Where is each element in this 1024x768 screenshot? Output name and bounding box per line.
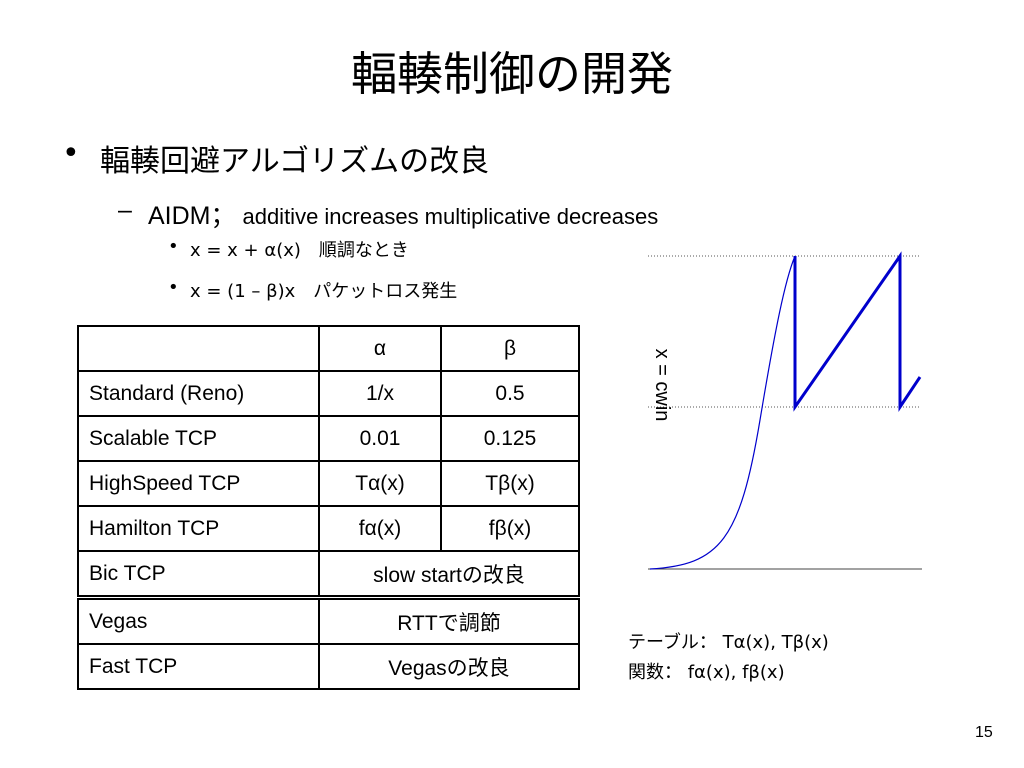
page-number: 15: [975, 724, 993, 741]
cell: Fast TCP: [77, 643, 320, 690]
cell: 0.01: [318, 415, 442, 462]
cell: β: [440, 325, 580, 372]
cell: fβ(x): [440, 505, 580, 552]
sub-bullet-text: additive increases multiplicative decrea…: [242, 204, 659, 229]
slow-start-curve: [649, 255, 796, 570]
cell: 0.125: [440, 415, 580, 462]
cell: 1/x: [318, 370, 442, 417]
cell: [77, 325, 320, 372]
bullet: 輻輳回避アルゴリズムの改良: [62, 136, 490, 180]
cell: slow startの改良: [318, 550, 580, 599]
sub-sub-bullet: x = (1 – β)x パケットロス発生: [168, 277, 458, 303]
cell: 0.5: [440, 370, 580, 417]
cell: Vegasの改良: [318, 643, 580, 690]
sawtooth: [793, 251, 922, 412]
cell: α: [318, 325, 442, 372]
sub-sub-bullet: x = x + α(x) 順調なとき: [168, 236, 409, 262]
cell: Tβ(x): [440, 460, 580, 507]
sub-bullet: AIDM； additive increases multiplicative …: [118, 196, 659, 232]
slide-title: 輻輳制御の開発: [351, 47, 673, 101]
cell: Vegas: [77, 595, 320, 645]
cell: Bic TCP: [77, 550, 320, 599]
sub-sub-bullet-text: x = x + α(x) 順調なとき: [190, 240, 409, 261]
cell: RTTで調節: [318, 595, 580, 645]
cell: Standard (Reno): [77, 370, 320, 417]
cell: fα(x): [318, 505, 442, 552]
note: テーブル： Tα(x), Tβ(x): [628, 632, 829, 653]
sub-sub-bullet-text: x = (1 – β)x パケットロス発生: [190, 281, 458, 302]
cell: Tα(x): [318, 460, 442, 507]
cell: Hamilton TCP: [77, 505, 320, 552]
cell: HighSpeed TCP: [77, 460, 320, 507]
bullet-text: 輻輳回避アルゴリズムの改良: [100, 144, 490, 179]
cell: Scalable TCP: [77, 415, 320, 462]
sub-bullet-label: AIDM；: [148, 202, 236, 230]
axis-label: x = cwin: [651, 349, 673, 422]
note: 関数： fα(x), fβ(x): [628, 662, 785, 683]
